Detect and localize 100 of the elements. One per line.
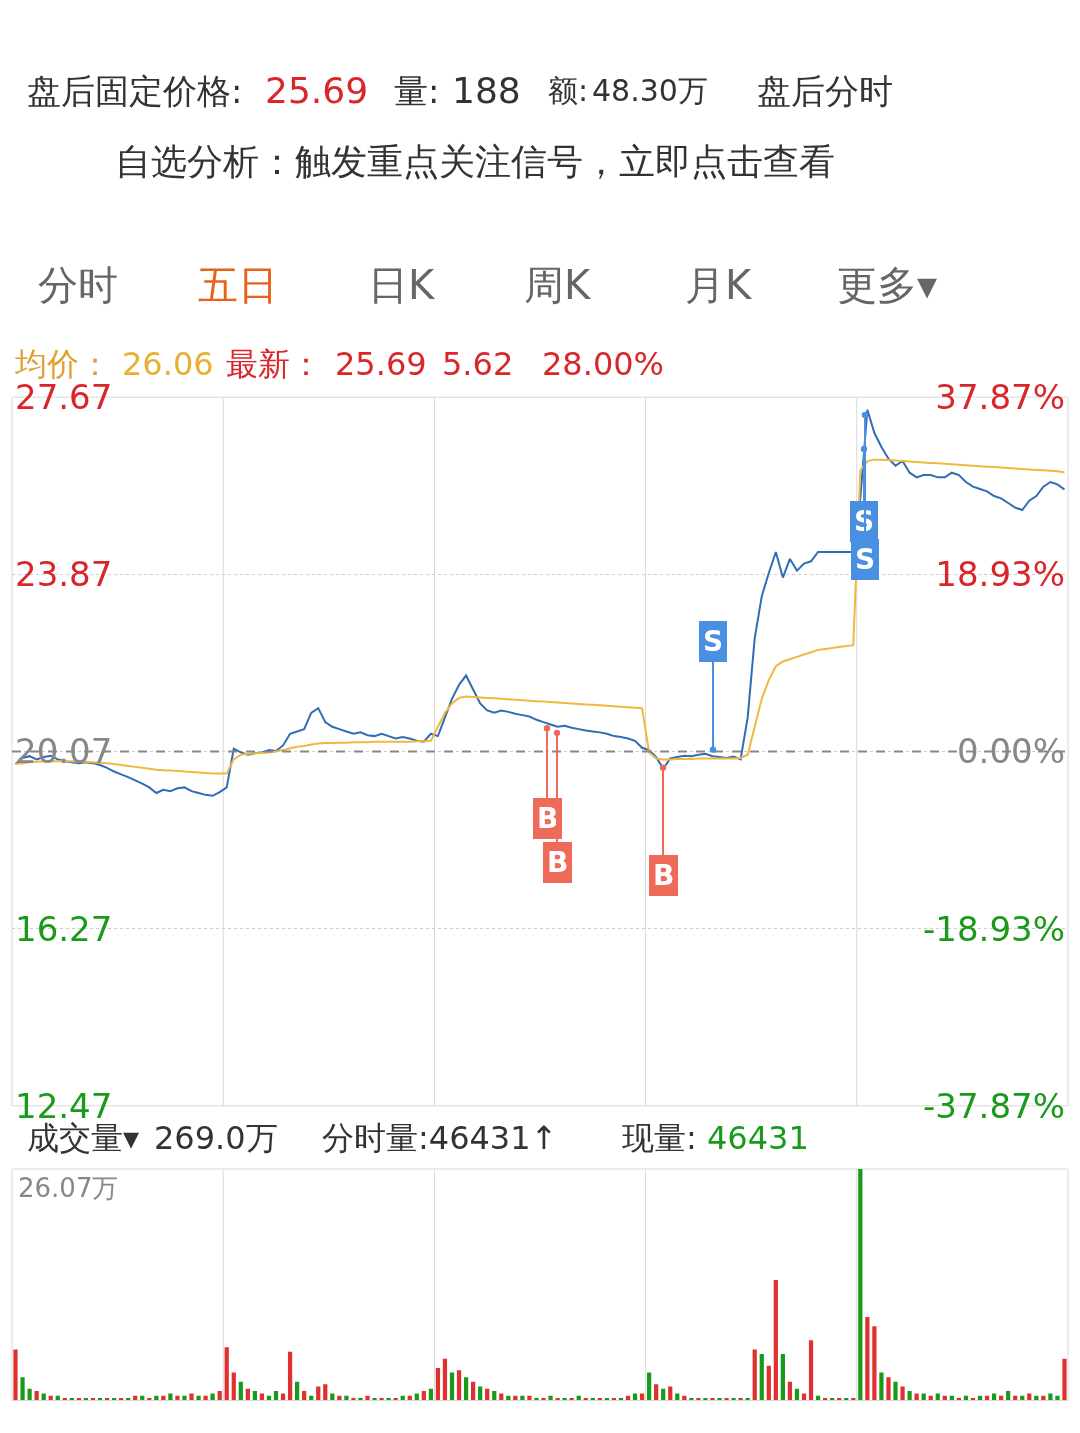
bar xyxy=(766,1365,771,1401)
bar xyxy=(907,1391,912,1401)
bar xyxy=(1027,1393,1032,1401)
bar xyxy=(632,1393,638,1401)
annotation: S xyxy=(703,625,724,658)
bar xyxy=(316,1386,321,1401)
bar xyxy=(541,1398,546,1401)
text: 25.69 xyxy=(335,345,427,383)
bar xyxy=(654,1384,659,1401)
bar xyxy=(668,1386,673,1401)
bar xyxy=(914,1393,919,1401)
bar xyxy=(935,1393,940,1401)
bar xyxy=(710,1398,715,1401)
bar xyxy=(27,1388,32,1401)
bar xyxy=(752,1349,757,1401)
bar xyxy=(696,1398,701,1401)
bar xyxy=(773,1280,778,1401)
bar xyxy=(330,1393,335,1401)
bar xyxy=(555,1398,560,1401)
bar xyxy=(203,1395,208,1401)
bar xyxy=(252,1391,257,1401)
bar xyxy=(365,1395,370,1401)
text: 盘后分时 xyxy=(757,71,893,111)
bar xyxy=(731,1398,736,1401)
text: 48.30万 xyxy=(592,73,708,108)
bar xyxy=(344,1395,349,1401)
bar xyxy=(717,1398,722,1401)
bar xyxy=(1062,1358,1067,1401)
bar xyxy=(217,1391,222,1401)
text: 最新： xyxy=(226,345,322,383)
annotation: B xyxy=(653,859,675,892)
bar xyxy=(900,1386,905,1401)
annotation: B xyxy=(537,802,559,835)
bar xyxy=(456,1370,462,1401)
bar xyxy=(485,1388,490,1401)
bar xyxy=(724,1398,729,1401)
bar xyxy=(421,1391,426,1401)
text: 分时量:46431↑ xyxy=(322,1119,558,1157)
bar xyxy=(527,1395,532,1401)
text: 269.0万 xyxy=(154,1119,278,1157)
bar xyxy=(801,1393,807,1401)
text: 日K xyxy=(368,262,436,308)
y2-tick-label: -37.87% xyxy=(923,1085,1065,1126)
bar xyxy=(647,1372,652,1401)
bar xyxy=(639,1393,645,1401)
bar xyxy=(548,1395,553,1401)
bar xyxy=(435,1367,441,1401)
bar xyxy=(238,1381,243,1401)
bar xyxy=(41,1393,46,1401)
text: 周K xyxy=(524,262,592,308)
bar xyxy=(886,1377,891,1401)
bar xyxy=(991,1393,997,1401)
bar xyxy=(471,1381,476,1401)
bar xyxy=(759,1354,764,1401)
text: 188 xyxy=(452,70,521,111)
bar xyxy=(1048,1393,1053,1401)
bar xyxy=(245,1388,250,1401)
bar xyxy=(428,1388,433,1401)
bar xyxy=(463,1377,469,1401)
y-tick-label: 16.27 xyxy=(15,908,113,949)
bar xyxy=(323,1384,328,1401)
text: 量: xyxy=(394,71,440,111)
bar xyxy=(858,1169,863,1401)
bar xyxy=(492,1391,497,1401)
bar xyxy=(675,1393,680,1401)
bar xyxy=(372,1398,377,1401)
bar xyxy=(534,1398,539,1401)
text: 五日 xyxy=(198,262,278,308)
y2-tick-label: 37.87% xyxy=(935,377,1065,418)
annotation: 26.07万 xyxy=(18,1173,119,1203)
bar xyxy=(499,1393,504,1401)
text: 25.69 xyxy=(265,70,369,111)
bar xyxy=(168,1393,173,1401)
bar xyxy=(893,1381,898,1401)
bar xyxy=(478,1386,483,1401)
bar xyxy=(358,1398,363,1401)
bar xyxy=(520,1395,525,1401)
text: 分时 xyxy=(38,262,118,308)
bar xyxy=(449,1372,455,1401)
y-tick-label: 23.87 xyxy=(15,554,113,595)
bar xyxy=(879,1372,884,1401)
bar xyxy=(231,1372,236,1401)
y2-tick-label: -18.93% xyxy=(923,908,1065,949)
bar xyxy=(13,1349,18,1401)
bar xyxy=(196,1395,201,1401)
bar xyxy=(295,1381,300,1401)
line-series xyxy=(14,458,1066,775)
bar xyxy=(661,1388,666,1401)
text: 自选分析：触发重点关注信号，立即点击查看 xyxy=(115,141,835,182)
bar xyxy=(182,1395,187,1401)
bar xyxy=(20,1377,25,1401)
text: 28.00% xyxy=(542,345,665,383)
bar xyxy=(414,1393,419,1401)
bar xyxy=(921,1393,926,1401)
bar xyxy=(302,1391,307,1401)
bar xyxy=(1006,1391,1011,1401)
bar xyxy=(1055,1395,1060,1401)
bar xyxy=(175,1395,180,1401)
text: 更多▾ xyxy=(837,262,938,308)
text: 5.62 xyxy=(442,345,514,383)
